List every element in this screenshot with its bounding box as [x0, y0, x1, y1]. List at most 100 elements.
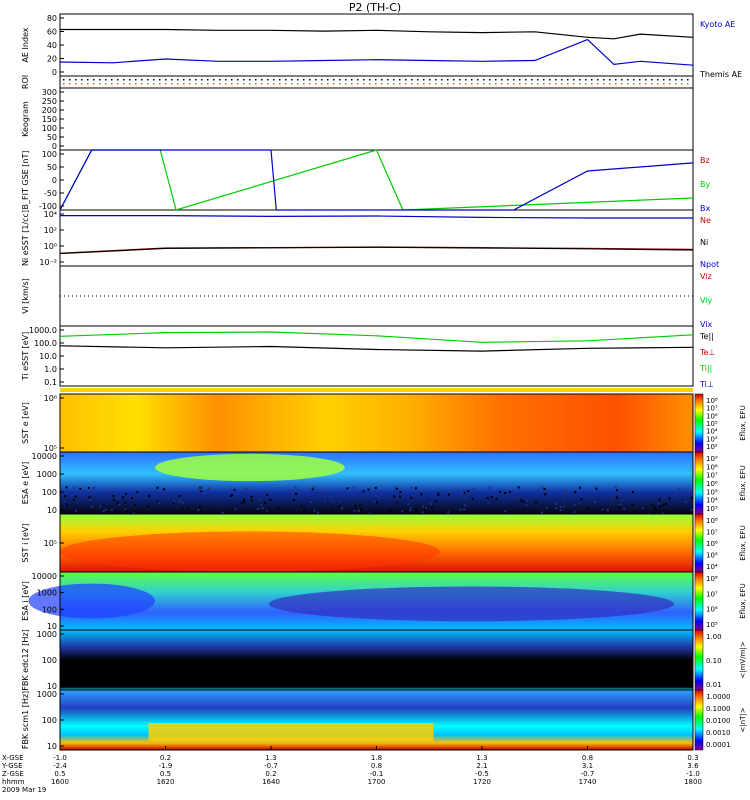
xaxis-tick-label: 1740 [579, 778, 597, 786]
esa_i-cbar-tick: 10⁸ [706, 575, 718, 583]
fbk1-spectrogram [60, 630, 693, 690]
xaxis-tick-label: -2.4 [53, 762, 67, 770]
bfit-legend-1: By [700, 180, 710, 189]
xaxis-tick-label: -0.7 [264, 762, 278, 770]
ae-tick: 60 [47, 28, 57, 37]
xaxis-rowlabel: 2009 Mar 19 [2, 786, 46, 794]
esa_i-cbar-tick: 10⁵ [706, 621, 718, 629]
sst_e-spectrogram [60, 394, 693, 452]
bfit-legend-0: Bz [700, 156, 710, 165]
panel-sst_e: SST e [eV]10⁶10⁵10⁸10⁷10⁶10⁵10⁴10³10²Efl… [21, 394, 747, 453]
esa_i-tick: 100 [42, 605, 57, 614]
bfit-ylabel: B_FIT GSE [nT] [21, 151, 30, 210]
fbk2-cbar-tick: 0.0010 [706, 729, 731, 737]
keogram-tick: 100 [42, 124, 57, 133]
esa_e-cbar-tick: 10⁴ [706, 497, 718, 505]
sst_i-cbar-tick: 10⁵ [706, 552, 718, 560]
esa_i-colorbar [695, 572, 703, 630]
ae-tick: 40 [47, 41, 57, 50]
fbk2-cbar-tick: 0.0100 [706, 717, 731, 725]
xaxis-tick-label: -0.5 [475, 770, 489, 778]
panel-roi: ROI [21, 75, 693, 89]
fbk1-cbar-label: <|mV/m|> [739, 641, 747, 678]
ni-ylabel: Ni eSST [1/cc] [21, 210, 30, 266]
keogram-tick: 50 [47, 133, 57, 142]
panel-sst_i: SST i [eV] 10⁵10⁸10⁷10⁶10⁵10⁴Eflux, EFU [21, 514, 747, 572]
vi-legend-1: Viy [700, 296, 713, 305]
sst_i-cbar-label: Eflux, EFU [739, 525, 747, 560]
xaxis-tick-label: 0.8 [371, 762, 382, 770]
sst_i-cbar-tick: 10⁷ [706, 529, 718, 537]
series-themis-ae [60, 40, 693, 66]
panel-ae: AE Index806040200Kyoto AEThemis AE [21, 14, 742, 79]
series-bx [60, 150, 693, 210]
ae-tick: 20 [47, 55, 57, 64]
xaxis-tick-label: 2.1 [476, 762, 487, 770]
esa_e-ylabel: ESA e [eV] [21, 462, 30, 504]
fbk2-ylabel: FBK scm1 [Hz] [21, 691, 30, 749]
fbk1-tick: 100 [42, 656, 57, 665]
esa_i-tick: 10000 [32, 572, 57, 581]
te-tick: 0.1 [44, 378, 57, 387]
te-legend-3: Ti⊥ [699, 380, 714, 389]
xaxis-tick-label: 1.3 [265, 754, 276, 762]
xaxis-tick-label: 3.6 [687, 762, 699, 770]
te-tick: 100.0 [34, 339, 57, 348]
esa_i-ylabel: ESA i [eV] [21, 581, 30, 621]
panel-fbk2: FBK scm1 [Hz] 1000100101.00000.10000.0100… [21, 690, 747, 751]
ae-legend-0: Kyoto AE [700, 20, 735, 29]
ni-legend-2: Npot [700, 260, 719, 269]
sst_i-ylabel: SST i [eV] [21, 524, 30, 563]
xaxis-tick-label: 1700 [368, 778, 386, 786]
vi-ylabel: Vi [km/s] [21, 278, 30, 314]
te-legend-0: Te|| [699, 332, 714, 341]
sst_e-cbar-tick: 10² [706, 443, 718, 451]
esa_e-tick: 10000 [32, 452, 57, 461]
xaxis-rowlabel: Y-GSE [1, 762, 23, 770]
fbk2-cbar-tick: 1.0000 [706, 693, 731, 701]
xaxis-tick-label: 0.5 [160, 770, 171, 778]
fbk1-tick: 1000 [37, 630, 57, 639]
esa_e-tick: 10 [47, 506, 57, 515]
ni-tick: 10⁰ [44, 242, 57, 251]
series-ne [60, 247, 693, 253]
ni-tick: 10⁻² [39, 258, 57, 267]
xaxis-tick-label: -1.0 [53, 754, 67, 762]
esa_i-cbar-label: Eflux, EFU [739, 583, 747, 618]
fbk1-colorbar [695, 630, 703, 690]
te-legend-2: Ti|| [699, 364, 712, 373]
fbk2-tick: 10 [47, 742, 57, 751]
fbk2-tick: 100 [42, 716, 57, 725]
bfit-frame [60, 150, 693, 210]
esa_i-cbar-tick: 10⁶ [706, 606, 718, 614]
vi-legend-2: Vix [700, 320, 713, 329]
esa_i-cbar-tick: 10⁷ [706, 590, 718, 598]
xaxis-tick-label: -0.7 [581, 770, 595, 778]
panel-esa_e: ESA e [eV]1000010001001010⁹10⁸10⁷10⁶10⁵1… [21, 452, 747, 516]
keogram-tick: 200 [42, 106, 57, 115]
fbk2-cbar-tick: 0.1000 [706, 705, 731, 713]
xaxis-tick-label: 0.3 [687, 754, 698, 762]
ni-legend-0: Ne [700, 216, 711, 225]
fbk1-cbar-tick: 0.10 [706, 657, 722, 665]
keogram-ylabel: Keogram [21, 101, 30, 137]
esa_e-cbar-tick: 10⁷ [706, 472, 718, 480]
xaxis-tick-label: 1.8 [371, 754, 382, 762]
bfit-tick: 50 [47, 163, 57, 172]
xaxis-tick-label: -1.9 [159, 762, 173, 770]
sst_i-cbar-tick: 10⁸ [706, 517, 718, 525]
xaxis-tick-label: 1.3 [476, 754, 487, 762]
esa_e-cbar-tick: 10⁸ [706, 463, 718, 471]
series-by [60, 150, 693, 210]
fbk2-cbar-tick: 0.0001 [706, 741, 731, 749]
panel-keogram: Keogram300250200150100500 [21, 88, 693, 151]
esa_e-spectrogram [60, 452, 693, 514]
ae-tick: 0 [52, 68, 57, 77]
xaxis-rowlabel: Z-GSE [2, 770, 24, 778]
esa_e-cbar-tick: 10⁵ [706, 488, 718, 496]
sst_e-tick: 10⁶ [44, 394, 57, 403]
plot-title: P2 (TH-C) [349, 1, 401, 14]
fbk1-ylabel: FBK edc12 [Hz] [21, 629, 30, 690]
series-npot [60, 216, 693, 218]
esa_e-cbar-tick: 10⁹ [706, 455, 718, 463]
